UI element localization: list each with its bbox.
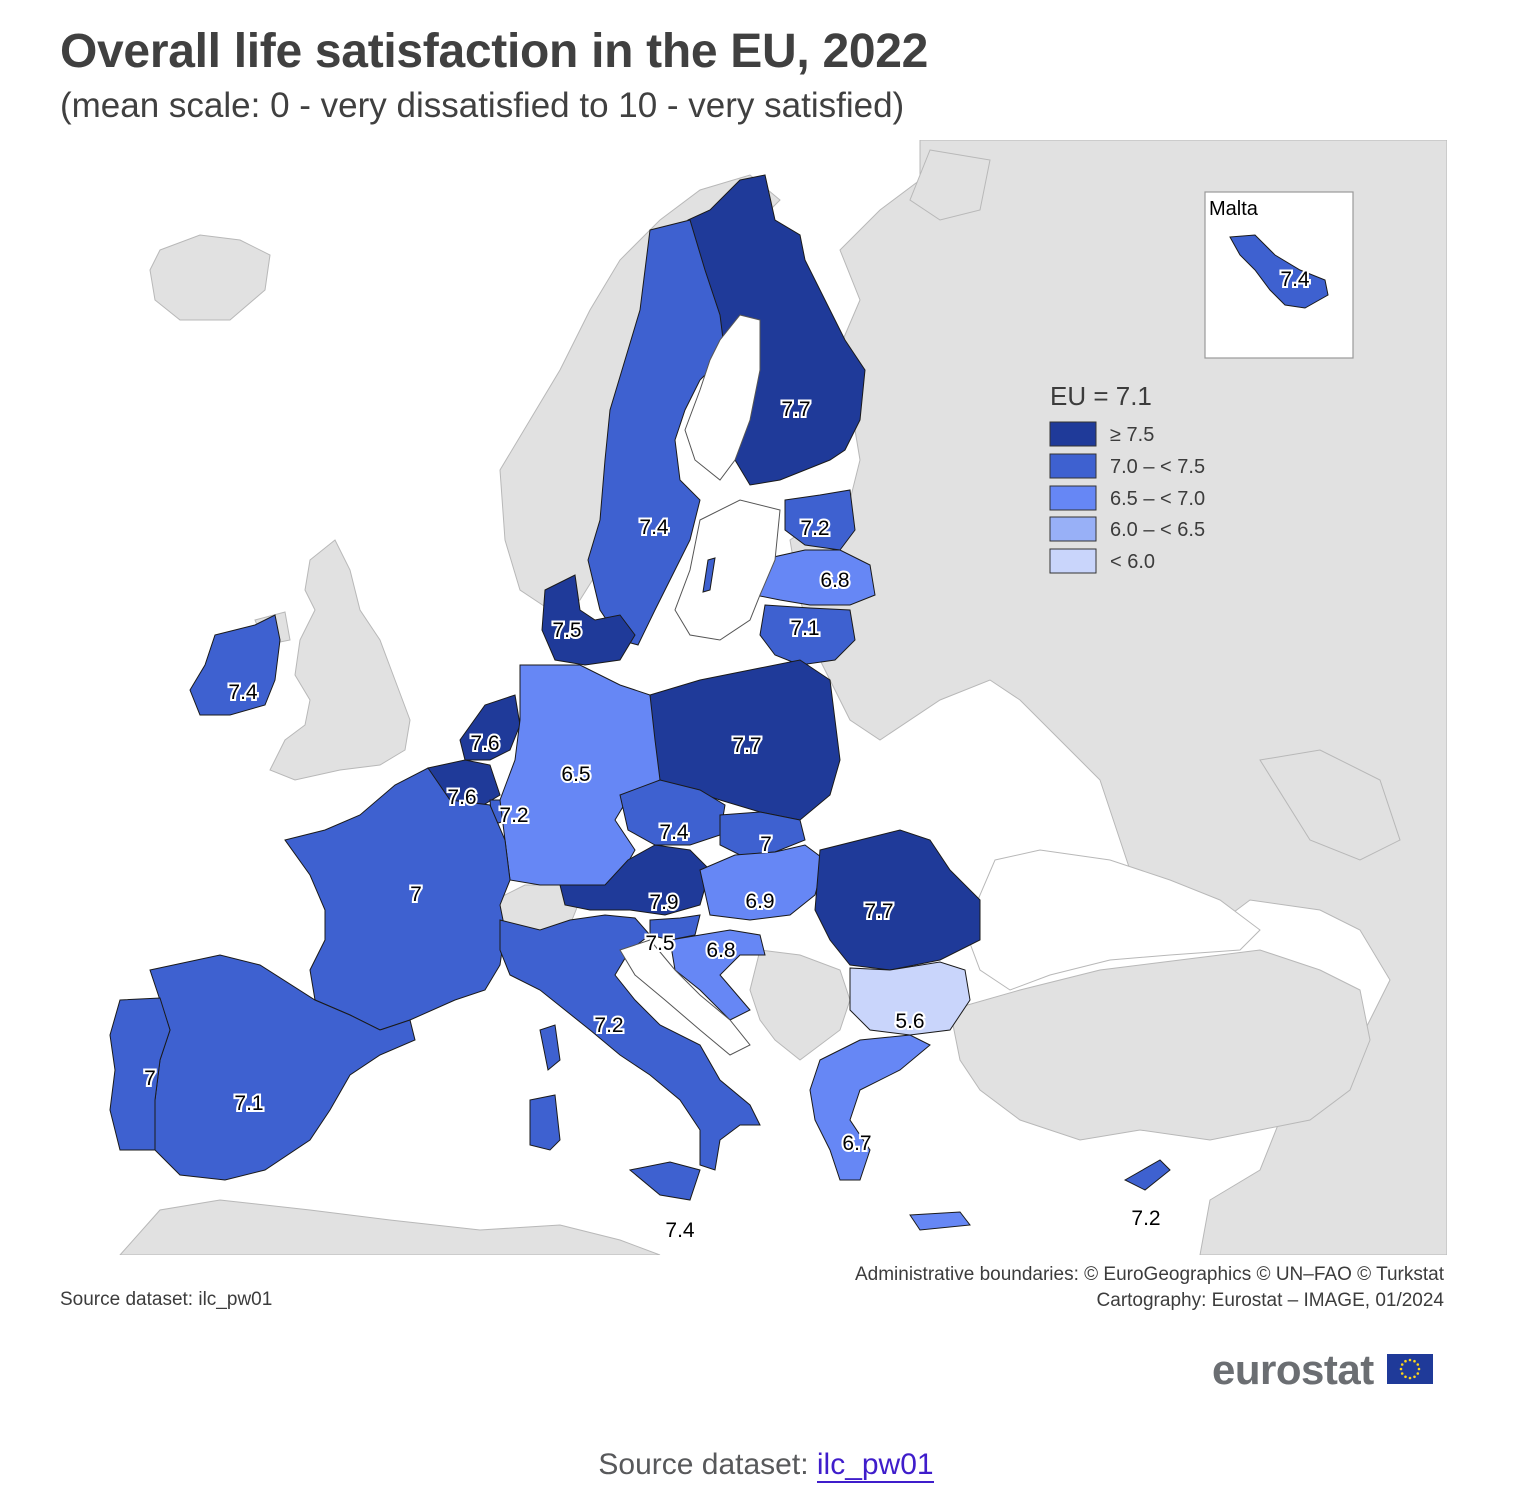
country-estonia <box>784 489 856 551</box>
credits-cartography: Cartography: Eurostat – IMAGE, 01/2024 <box>1096 1290 1444 1311</box>
malta-inset: Malta 7.4 <box>1204 191 1354 359</box>
label-luxembourg: 7.2 <box>499 804 528 827</box>
label-latvia: 6.8 <box>820 569 849 592</box>
country-ireland <box>189 614 281 716</box>
label-sweden: 7.4 <box>639 516 669 539</box>
label-spain: 7.1 <box>234 1092 263 1115</box>
label-slovakia: 7 <box>760 833 772 856</box>
legend-item-5: < 6.0 <box>1049 548 1155 574</box>
country-croatia <box>669 929 766 1021</box>
country-latvia <box>754 549 876 606</box>
region-uk <box>269 539 411 781</box>
country-denmark <box>541 574 636 666</box>
label-denmark: 7.5 <box>552 619 581 642</box>
label-finland: 7.7 <box>781 398 810 421</box>
map-panel: 7.7 7.4 7.2 6.8 7.1 7.5 7.4 7.6 7.6 7.2 … <box>60 140 1447 1255</box>
legend-label-4: 6.0 – < 6.5 <box>1110 519 1205 541</box>
black-sea <box>964 849 1261 991</box>
label-estonia: 7.2 <box>800 517 829 540</box>
adriatic-sea <box>619 939 751 1056</box>
label-hungary: 6.9 <box>745 890 774 913</box>
country-netherlands <box>459 694 521 761</box>
country-crete <box>909 1211 971 1231</box>
country-bulgaria <box>849 961 971 1036</box>
country-sicily <box>628 1161 701 1201</box>
label-lithuania: 7.1 <box>790 617 819 640</box>
legend-label-1: ≥ 7.5 <box>1110 424 1154 446</box>
map-credits: Administrative boundaries: © EuroGeograp… <box>855 1262 1444 1314</box>
gulf-of-bothnia <box>684 314 761 481</box>
footer-source: Source dataset: ilc_pw01 <box>0 1448 1532 1483</box>
legend-item-3: 6.5 – < 7.0 <box>1049 485 1205 511</box>
label-bulgaria: 5.6 <box>895 1010 924 1033</box>
value-labels: 7.7 7.4 7.2 6.8 7.1 7.5 7.4 7.6 7.6 7.2 … <box>142 396 1162 1244</box>
legend-label-2: 7.0 – < 7.5 <box>1110 456 1205 478</box>
country-france <box>284 767 511 1031</box>
label-germany: 6.5 <box>561 763 590 786</box>
eu-countries <box>109 174 1171 1231</box>
region-balkans <box>749 949 851 1061</box>
region-north-africa <box>119 1199 661 1255</box>
label-slovenia: 7.5 <box>645 932 674 955</box>
country-slovakia <box>719 811 806 856</box>
country-corsica <box>539 1024 561 1071</box>
label-italy: 7.2 <box>594 1014 623 1037</box>
country-italy <box>499 914 761 1171</box>
region-iceland <box>149 234 271 321</box>
source-dataset-note: Source dataset: ilc_pw01 <box>60 1289 273 1310</box>
dataset-link[interactable]: ilc_pw01 <box>816 1448 934 1483</box>
label-france: 7 <box>410 883 422 906</box>
legend-label-3: 6.5 – < 7.0 <box>1110 488 1205 510</box>
credits-boundaries: Administrative boundaries: © EuroGeograp… <box>854 1264 1444 1285</box>
label-belgium: 7.6 <box>447 786 476 809</box>
non-eu-land <box>119 140 1447 1255</box>
label-netherlands: 7.6 <box>470 732 499 755</box>
country-cyprus <box>1123 1159 1171 1191</box>
eurostat-logo: eurostat <box>1212 1346 1374 1393</box>
label-ireland: 7.4 <box>228 681 258 704</box>
baltic-sea <box>674 499 781 641</box>
label-poland: 7.7 <box>732 734 761 757</box>
eu-flag-icon <box>1387 1354 1433 1384</box>
page-subtitle: (mean scale: 0 - very dissatisfied to 10… <box>60 86 905 125</box>
legend: EU = 7.1 ≥ 7.5 7.0 – < 7.5 6.5 – < 7.0 6… <box>1049 381 1205 574</box>
legend-label-5: < 6.0 <box>1110 551 1155 573</box>
label-portugal: 7 <box>144 1067 156 1090</box>
label-romania: 7.7 <box>864 900 893 923</box>
footer-source-prefix: Source dataset: <box>598 1448 817 1481</box>
label-cyprus: 7.2 <box>1131 1207 1160 1230</box>
region-caucasus <box>1259 749 1401 861</box>
legend-item-1: ≥ 7.5 <box>1049 421 1154 447</box>
inset-title: Malta <box>1209 198 1259 220</box>
inset-value: 7.4 <box>1280 268 1310 291</box>
label-czechia: 7.4 <box>659 821 689 844</box>
country-romania <box>814 829 981 971</box>
region-turkey <box>949 949 1371 1141</box>
legend-title: EU = 7.1 <box>1050 381 1152 411</box>
country-greece <box>809 1034 931 1181</box>
country-portugal <box>109 997 171 1151</box>
label-austria: 7.9 <box>649 891 678 914</box>
island-gotland <box>702 557 716 593</box>
label-malta-sicily: 7.4 <box>665 1219 695 1242</box>
label-greece: 6.7 <box>842 1132 871 1155</box>
country-lithuania <box>759 604 856 666</box>
island-malta <box>1229 234 1329 309</box>
region-kola <box>909 149 991 221</box>
choropleth-map: 7.7 7.4 7.2 6.8 7.1 7.5 7.4 7.6 7.6 7.2 … <box>60 140 1447 1255</box>
legend-item-4: 6.0 – < 6.5 <box>1049 516 1205 542</box>
page-title: Overall life satisfaction in the EU, 202… <box>60 25 929 78</box>
country-sardinia <box>529 1094 561 1151</box>
label-croatia: 6.8 <box>706 939 735 962</box>
legend-item-2: 7.0 – < 7.5 <box>1049 453 1205 479</box>
